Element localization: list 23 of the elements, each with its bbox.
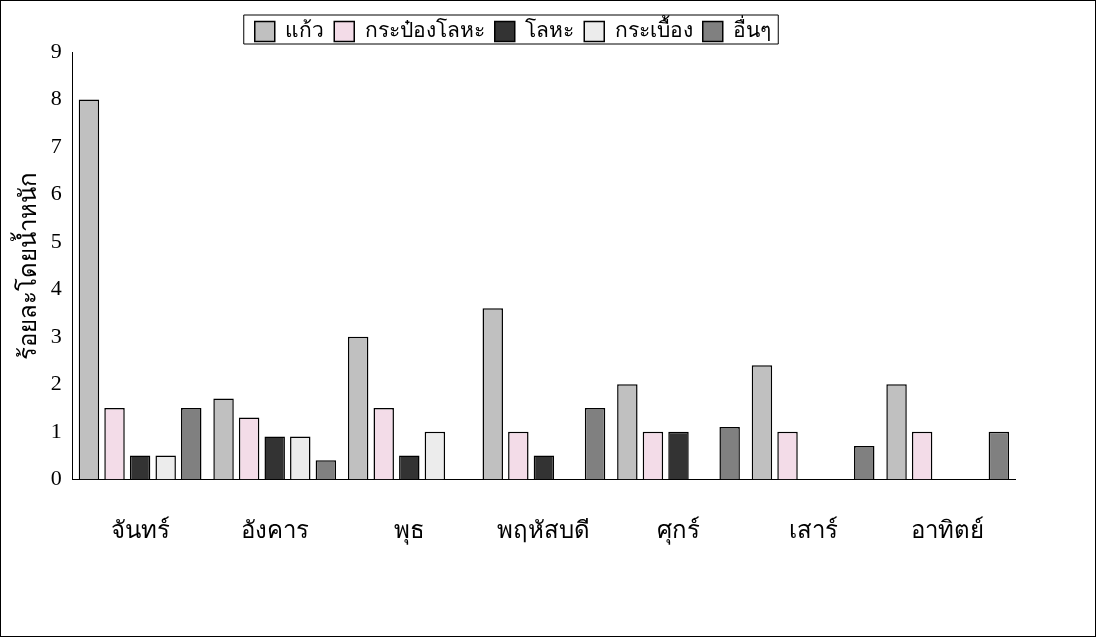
legend-label: อื่นๆ bbox=[733, 15, 772, 43]
legend-label: กระเบื้อง bbox=[614, 15, 693, 43]
x-tick-label: อาทิตย์ bbox=[911, 515, 985, 543]
legend-label: กระป๋องโลหะ bbox=[364, 18, 485, 43]
y-tick-label: 5 bbox=[50, 227, 62, 253]
legend-label: โลหะ bbox=[525, 18, 575, 43]
y-tick-label: 2 bbox=[50, 370, 62, 396]
legend-label: แก้ว bbox=[285, 18, 325, 43]
y-tick-label: 3 bbox=[50, 322, 62, 348]
x-tick-label: พุธ bbox=[393, 516, 425, 545]
y-axis-title: ร้อยละโดยน้ำหนัก bbox=[9, 171, 41, 360]
x-tick-label: ศุกร์ bbox=[657, 515, 700, 545]
x-tick-label: เสาร์ bbox=[788, 515, 838, 543]
y-tick-label: 7 bbox=[50, 132, 62, 158]
y-tick-label: 0 bbox=[50, 464, 62, 490]
x-tick-label: อังคาร bbox=[240, 516, 309, 543]
x-tick-label: จันทร์ bbox=[110, 515, 170, 543]
y-tick-label: 4 bbox=[50, 275, 62, 301]
x-tick-label: พฤหัสบดี bbox=[497, 516, 591, 543]
y-tick-label: 6 bbox=[50, 180, 62, 206]
y-tick-label: 8 bbox=[50, 85, 62, 111]
y-tick-label: 9 bbox=[50, 37, 62, 63]
y-tick-label: 1 bbox=[50, 417, 62, 443]
